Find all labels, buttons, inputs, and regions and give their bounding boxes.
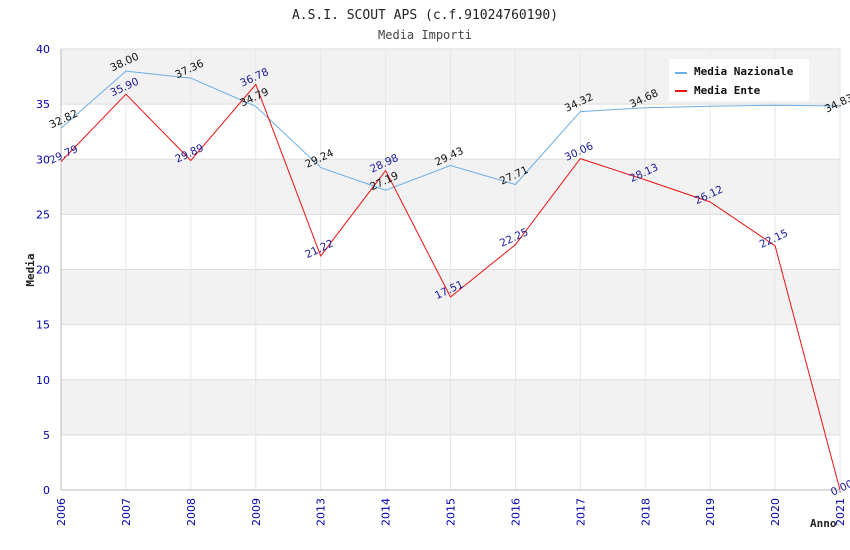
y-tick-label: 10: [36, 374, 50, 387]
y-tick-label: 25: [36, 208, 50, 221]
chart-title: A.S.I. SCOUT APS (c.f.91024760190): [292, 8, 558, 23]
legend-box: [669, 59, 809, 101]
data-label: 0.00: [829, 478, 850, 499]
x-tick-labels: 2006 2007 2008 2009 2013 2014 2015 2016 2017 2018…: [55, 498, 847, 526]
legend: Media Nazionale Media Ente: [669, 59, 809, 101]
x-tick-label: 2019: [704, 498, 717, 526]
x-tick-label: 2021: [834, 498, 847, 526]
y-tick-label: 5: [43, 429, 50, 442]
data-label: 32.82: [48, 108, 80, 132]
series-line-media-nazionale: [60, 70, 841, 191]
x-tick-label: 2009: [250, 498, 263, 526]
chart-subtitle: Media Importi: [378, 28, 472, 42]
x-tick-label: 2018: [639, 498, 652, 526]
x-tick-label: 2007: [120, 498, 133, 526]
x-tick-label: 2015: [445, 498, 458, 526]
y-tick-label: 30: [36, 153, 50, 166]
data-label: 21.22: [303, 237, 335, 261]
x-tick-label: 2020: [769, 498, 782, 526]
axes: [60, 49, 840, 491]
legend-label-media-ente: Media Ente: [694, 84, 761, 97]
x-tick-label: 2006: [55, 498, 68, 526]
x-tick-label: 2014: [380, 498, 393, 526]
x-axis-label: Anno: [810, 517, 837, 530]
legend-label-media-nazionale: Media Nazionale: [694, 65, 794, 78]
y-tick-label: 15: [36, 319, 50, 332]
y-tick-label: 0: [43, 484, 50, 497]
y-tick-label: 40: [36, 43, 50, 56]
series-line-media-ente: [60, 83, 841, 491]
x-tick-label: 2016: [509, 498, 522, 526]
y-tick-label: 35: [36, 98, 50, 111]
x-tick-label: 2008: [185, 498, 198, 526]
y-tick-label: 20: [36, 264, 50, 277]
y-axis-label: Media: [24, 253, 37, 286]
x-tick-label: 2017: [574, 498, 587, 526]
x-tick-label: 2013: [315, 498, 328, 526]
data-label: 22.15: [758, 227, 790, 251]
series-lines: [60, 70, 841, 491]
y-tick-labels: 0 5 10 15 20 25 30 35 40: [36, 43, 50, 497]
